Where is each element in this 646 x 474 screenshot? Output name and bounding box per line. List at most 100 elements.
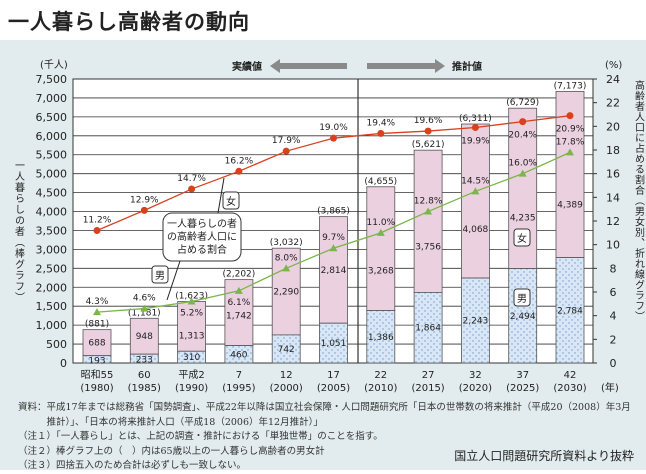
- left-tick-label: 6,000: [36, 130, 68, 143]
- female-value-label: 3,756: [415, 243, 441, 253]
- female-point: [519, 118, 527, 126]
- female-pct-label: 14.7%: [177, 174, 206, 184]
- female-value-label: 688: [88, 339, 105, 349]
- female-pct-label: 20.9%: [556, 125, 585, 135]
- bar-male: [508, 268, 538, 364]
- male-pct-label: 4.3%: [86, 297, 109, 307]
- callout-text: の高齢者人口に: [167, 230, 237, 243]
- male-point: [93, 308, 101, 316]
- bar-male: [129, 353, 159, 364]
- male-value-label: 233: [136, 356, 153, 366]
- callout-pointer: [166, 260, 181, 301]
- male-pct-label: 14.5%: [461, 176, 490, 186]
- female-value-label: 4,068: [463, 225, 489, 235]
- x-tick-year: (2010): [364, 383, 397, 394]
- male-point: [566, 148, 574, 156]
- bar-female: [82, 329, 112, 357]
- x-tick-year: (2020): [459, 383, 492, 394]
- left-tick-label: 2,500: [36, 262, 68, 275]
- left-tick-label: 0: [60, 357, 67, 370]
- left-tick-label: 4,000: [36, 206, 68, 219]
- female-value-label: 3,268: [368, 266, 394, 276]
- page-title: 一人暮らし高齢者の動向: [8, 10, 250, 34]
- right-tick-label: 8: [610, 262, 617, 275]
- female-pct-label: 12.9%: [130, 195, 159, 205]
- bar-female: [413, 149, 443, 293]
- female-point: [330, 134, 337, 142]
- left-tick-label: 7,000: [36, 92, 68, 105]
- x-tick-label: 7: [236, 370, 242, 381]
- female-pct-label: 19.9%: [461, 137, 490, 147]
- female-tag-box: [222, 191, 240, 210]
- male-pct-label: 17.8%: [556, 137, 585, 147]
- callout-box: [162, 212, 242, 262]
- x-tick-label: 17: [327, 370, 340, 381]
- source-credit: 国立人口問題研究所資料より抜粋: [454, 449, 634, 463]
- male-value-label: 2,494: [510, 312, 536, 322]
- x-tick-label: 12: [280, 370, 293, 381]
- note-source-cont: 推計）」、「日本の将来推計人口（平成18（2006）年12月推計）」: [18, 416, 323, 428]
- female-pct-label: 19.4%: [367, 118, 396, 128]
- male-value-label: 310: [183, 353, 200, 363]
- bar-female: [366, 186, 396, 311]
- female-tag: 女: [226, 195, 236, 208]
- left-axis-label: 一人暮らしの者（棒グラフ）: [13, 160, 25, 303]
- actual-label: 実績値: [232, 60, 262, 73]
- male-point: [424, 207, 433, 215]
- x-tick-year: (2025): [506, 383, 539, 394]
- female-pct-label: 16.2%: [225, 156, 254, 166]
- bar-female: [177, 301, 207, 352]
- female-value-label: 1,313: [179, 331, 205, 341]
- bar-male: [271, 334, 301, 364]
- bar-female: [460, 123, 490, 279]
- male-point: [518, 169, 527, 177]
- right-tick-label: 22: [606, 97, 620, 110]
- bar-total-label: (3,865): [317, 207, 350, 217]
- male-pct-label: 6.1%: [227, 298, 250, 308]
- bar-female: [271, 247, 301, 336]
- male-tag-box: [513, 288, 531, 307]
- female-point: [377, 129, 385, 137]
- male-point: [187, 297, 196, 305]
- female-pct-label: 20.4%: [508, 131, 537, 141]
- note-2: （注２）棒グラフ上の（ ）内は65歳以上の一人暮らし高齢者の男女計: [18, 445, 325, 457]
- bar-male: [319, 322, 348, 364]
- bar-total-label: (5,621): [412, 140, 445, 150]
- left-arrow-icon: [270, 59, 347, 73]
- female-value-label: 948: [136, 332, 153, 342]
- male-tag: 男: [517, 293, 527, 305]
- projected-label: 推計値: [452, 60, 482, 73]
- bar-female: [319, 216, 348, 324]
- x-tick-year: (2000): [270, 383, 303, 394]
- x-tick-label: 昭和55: [81, 369, 114, 381]
- male-point: [329, 244, 338, 252]
- left-tick-label: 500: [46, 338, 67, 351]
- callout-pointer: [217, 177, 225, 214]
- x-tick-label: 37: [516, 370, 529, 381]
- male-pct-label: 5.2%: [180, 308, 203, 318]
- x-tick-year: (1985): [128, 383, 161, 394]
- female-pct-label: 19.0%: [319, 123, 348, 133]
- x-tick-label: 27: [422, 370, 435, 381]
- male-pct-label: 9.7%: [322, 233, 345, 243]
- bar-male: [460, 277, 490, 364]
- male-value-label: 1,386: [368, 333, 394, 343]
- callout-text: 一人暮らしの者: [167, 217, 237, 230]
- right-tick-label: 6: [610, 286, 617, 299]
- female-tag: 女: [517, 232, 527, 245]
- male-value-label: 193: [88, 356, 105, 366]
- male-pct-label: 11.0%: [367, 218, 396, 228]
- right-tick-label: 16: [606, 168, 620, 181]
- right-tick-label: 0: [610, 357, 617, 370]
- note-3: （注３）四捨五入のため合計は必ずしも一致しない。: [18, 460, 247, 471]
- x-tick-year: (2015): [411, 383, 444, 394]
- male-point: [234, 286, 243, 294]
- left-tick-label: 1,500: [36, 300, 68, 313]
- left-tick-label: 7,500: [36, 73, 68, 86]
- male-pct-label: 8.0%: [275, 253, 298, 263]
- female-point: [235, 167, 243, 175]
- female-point: [282, 147, 290, 155]
- right-tick-label: 18: [606, 144, 620, 157]
- female-value-label: 2,814: [321, 266, 347, 276]
- female-point: [424, 127, 432, 135]
